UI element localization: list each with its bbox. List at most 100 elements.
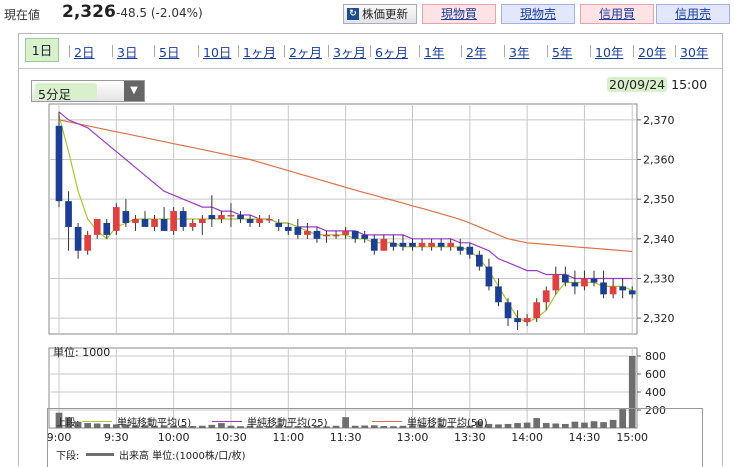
tab-8[interactable]: 6ヶ月 [375,45,408,60]
candle-body [55,125,63,202]
volume-bar [256,426,263,428]
volume-bar [65,417,72,428]
volume-bar [284,426,292,428]
tab-4[interactable]: 10日 [203,45,232,60]
volume-bar [304,426,311,428]
quote-header: 現在値 2,326 -48.5 (-2.04%) ↻ 株価更新 現物買 現物売 … [0,0,734,28]
candle-body [428,242,435,247]
tab-13[interactable]: 10年 [595,45,624,60]
volume-bar [571,421,579,428]
volume-bar [562,423,569,428]
volume-tick-label: 600 [645,368,666,381]
legend-lower-label: 下段: [56,451,80,462]
tab-3[interactable]: 5日 [159,45,180,60]
candle-body [562,274,569,283]
tab-separator [284,45,285,57]
chevron-down-icon: ▼ [124,81,144,101]
volume-bar [189,426,197,428]
volume-bar [160,425,168,428]
tab-11[interactable]: 3年 [509,45,530,60]
tab-6[interactable]: 2ヶ月 [289,45,322,60]
candle-body [284,226,292,231]
candle-body [361,234,369,239]
tab-0[interactable]: 1日 [25,38,59,62]
tab-14[interactable]: 20年 [638,45,667,60]
x-tick-label: 14:00 [511,431,543,444]
volume-bar [208,424,216,428]
candle-body [571,282,579,287]
legend-ma25-label: 単純移動平均(25) [247,418,328,429]
volume-bar [227,425,235,428]
x-tick-label: 15:00 [616,431,648,444]
tab-15[interactable]: 30年 [680,45,709,60]
legend-ma5: 単純移動平均(5) [82,414,191,429]
candle-body [447,242,455,247]
candle-body [619,286,627,291]
legend-volume: 出来高 単位:(1000株/口/枚) [86,447,246,462]
legend-volume-label: 出来高 単位:(1000株/口/枚) [119,451,246,462]
candle-body [409,242,416,247]
current-price-value: 2,326 [62,2,116,22]
tab-7[interactable]: 3ヶ月 [333,45,366,60]
tab-10[interactable]: 2年 [466,45,487,60]
candle-body [141,219,149,227]
legend-volume-swatch [86,453,114,456]
tab-12[interactable]: 5年 [552,45,573,60]
shinyo-buy-button[interactable]: 信用買 [580,4,654,24]
chart-legend: 上段: 単純移動平均(5) 単純移動平均(25) 単純移動平均(50) 下段: … [47,408,703,467]
volume-bar [332,425,340,428]
genbutsu-buy-button[interactable]: 現物買 [422,4,496,24]
tab-1[interactable]: 2日 [74,45,95,60]
refresh-icon: ↻ [347,8,359,20]
shinyo-sell-button[interactable]: 信用売 [656,4,730,24]
volume-bar [361,425,369,428]
tab-9[interactable]: 1年 [424,45,445,60]
volume-bar [179,425,187,428]
volume-bar [428,425,435,428]
tab-separator [547,45,548,57]
volume-bar [103,423,111,428]
interval-select[interactable]: 5分足 ▼ [31,80,145,102]
volume-bar [370,425,378,428]
legend-ma5-swatch [82,421,112,422]
candle-body [237,215,244,219]
volume-bar [313,425,321,428]
volume-bar [141,425,149,428]
candle-body [179,211,187,227]
tab-separator [154,45,155,57]
candle-body [132,219,139,223]
tab-5[interactable]: 1ヶ月 [243,45,276,60]
x-tick-label: 14:30 [569,431,601,444]
candle-body [380,238,388,251]
tab-2[interactable]: 3日 [117,45,138,60]
refresh-label: 株価更新 [362,7,408,21]
candle-body [351,230,359,239]
candle-body [514,318,521,323]
candle-body [600,282,607,295]
volume-bar [275,425,283,428]
volume-bar [600,422,607,428]
candle-body [437,242,445,247]
candle-body [218,215,225,219]
volume-bar [619,409,627,428]
legend-ma50-label: 単純移動平均(50) [407,418,488,429]
tab-separator [69,45,70,57]
candle-body [533,302,541,319]
legend-ma25: 単純移動平均(25) [212,414,328,429]
candle-body [418,242,426,247]
volume-bar [581,422,588,428]
volume-bar [55,412,63,428]
tab-separator [238,45,239,57]
chart-date: 20/09/24 [607,77,668,92]
volume-bar [390,426,397,428]
candle-body [74,226,82,251]
chart-datetime: 20/09/24 15:00 [607,77,707,92]
tab-separator [504,45,505,57]
genbutsu-sell-button[interactable]: 現物売 [501,4,575,24]
candle-body [112,207,120,231]
refresh-price-button[interactable]: ↻ 株価更新 [343,4,417,24]
candle-body [485,266,493,287]
candle-body [523,318,531,323]
candle-body [552,274,560,291]
candle-body [227,215,235,217]
